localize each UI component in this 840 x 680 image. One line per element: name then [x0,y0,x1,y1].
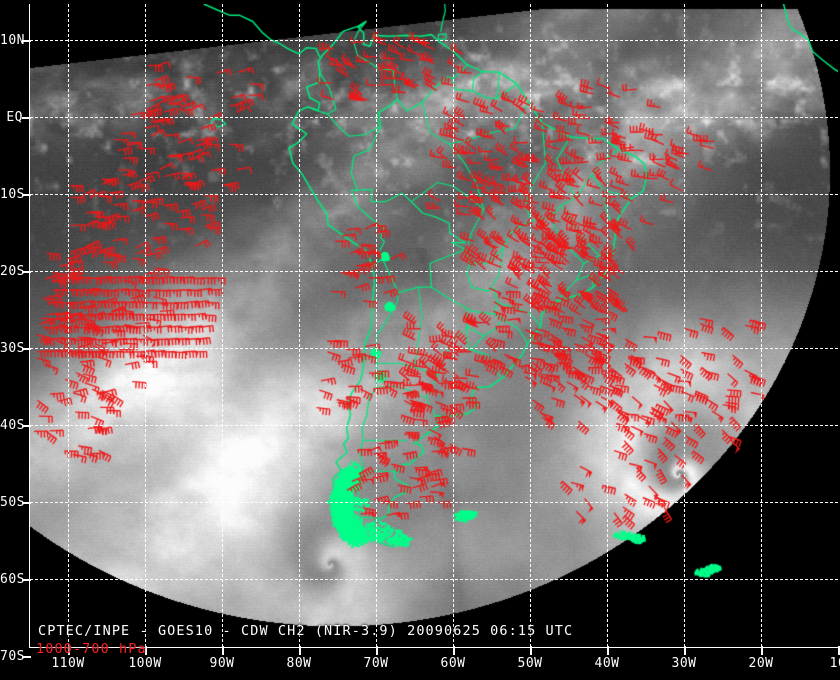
graticule-parallel [30,579,838,580]
axis-tick-x [145,646,147,655]
axis-tick-x [222,646,224,655]
axis-label-longitude: 70W [363,656,389,671]
axis-label-latitude: EQ [6,110,23,125]
axis-tick-y [22,348,31,350]
axis-tick-x [453,646,455,655]
graticule-meridian [68,4,69,647]
axis-label-latitude: 10N [0,33,25,48]
axis-label-latitude: 40S [0,418,25,433]
axis-label-latitude: 20S [0,264,25,279]
graticule-parallel [30,117,838,118]
axis-label-longitude: 60W [440,656,466,671]
axis-label-longitude: 90W [209,656,235,671]
axis-tick-y [22,502,31,504]
axis-label-longitude: 50W [517,656,543,671]
axis-tick-x [299,646,301,655]
map-plot-area [30,4,838,647]
axis-tick-x [68,646,70,655]
axis-label-latitude: 70S [0,649,25,664]
axis-tick-x [607,646,609,655]
axis-label-longitude: 110W [51,656,85,671]
satellite-imagery-layer [30,4,838,647]
graticule-parallel [30,40,838,41]
axis-tick-x [684,646,686,655]
graticule-parallel [30,425,838,426]
graticule-parallel [30,271,838,272]
graticule-meridian [453,4,454,647]
graticule-meridian [145,4,146,647]
graticule-meridian [222,4,223,647]
graticule-meridian [684,4,685,647]
axis-label-longitude: 20W [748,656,774,671]
axis-tick-x [761,646,763,655]
graticule-meridian [299,4,300,647]
axis-label-latitude: 10S [0,187,25,202]
axis-tick-y [22,656,31,658]
axis-tick-y [22,194,31,196]
axis-label-latitude: 30S [0,341,25,356]
graticule-parallel [30,348,838,349]
axis-tick-y [22,425,31,427]
graticule-parallel [30,194,838,195]
axis-label-longitude: 100W [128,656,162,671]
axis-tick-y [22,579,31,581]
axis-label-latitude: 60S [0,572,25,587]
axis-tick-y [22,271,31,273]
plot-frame-bottom-axis [29,646,839,648]
wind-layer-label: 1000-700 hPa [36,641,147,657]
axis-label-longitude: 40W [594,656,620,671]
axis-tick-x [530,646,532,655]
axis-tick-y [22,117,31,119]
axis-label-latitude: 50S [0,495,25,510]
figure-caption: CPTEC/INPE - GOES10 - CDW CH2 (NIR-3.9) … [38,623,574,639]
axis-tick-x [376,646,378,655]
graticule-meridian [761,4,762,647]
graticule-parallel [30,502,838,503]
axis-label-longitude: 80W [286,656,312,671]
axis-label-longitude: 30W [671,656,697,671]
axis-label-longitude: 10 [829,656,840,671]
graticule-meridian [607,4,608,647]
axis-tick-y [22,40,31,42]
graticule-meridian [376,4,377,647]
graticule-meridian [530,4,531,647]
axis-tick-x [838,646,840,655]
